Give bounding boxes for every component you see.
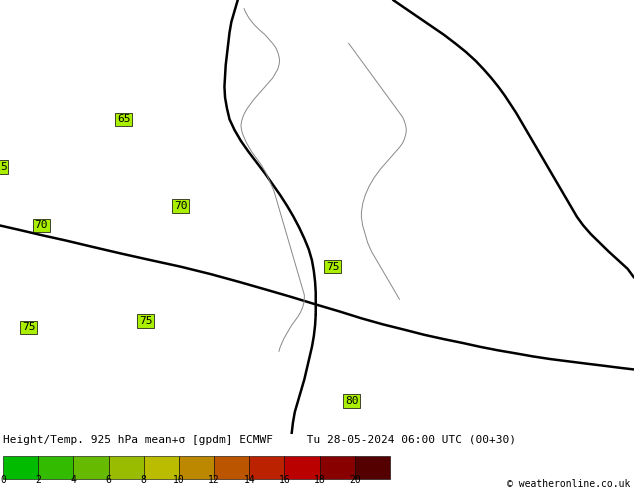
FancyBboxPatch shape	[355, 456, 390, 479]
Text: 70: 70	[174, 201, 188, 211]
Text: 10: 10	[173, 475, 185, 486]
Text: Height/Temp. 925 hPa mean+σ [gpdm] ECMWF     Tu 28-05-2024 06:00 UTC (00+30): Height/Temp. 925 hPa mean+σ [gpdm] ECMWF…	[3, 435, 516, 445]
Text: 5: 5	[0, 162, 6, 172]
FancyBboxPatch shape	[214, 456, 249, 479]
Text: 4: 4	[70, 475, 77, 486]
Text: 8: 8	[141, 475, 146, 486]
FancyBboxPatch shape	[144, 456, 179, 479]
Text: 75: 75	[139, 316, 153, 326]
Text: © weatheronline.co.uk: © weatheronline.co.uk	[507, 479, 631, 489]
Text: 70: 70	[34, 220, 48, 230]
FancyBboxPatch shape	[179, 456, 214, 479]
Text: 14: 14	[243, 475, 255, 486]
FancyBboxPatch shape	[285, 456, 320, 479]
Text: 20: 20	[349, 475, 361, 486]
FancyBboxPatch shape	[249, 456, 285, 479]
Text: 18: 18	[314, 475, 325, 486]
Text: 75: 75	[326, 262, 340, 271]
Text: 0: 0	[0, 475, 6, 486]
Text: 16: 16	[278, 475, 290, 486]
FancyBboxPatch shape	[3, 456, 38, 479]
Text: 12: 12	[208, 475, 220, 486]
Text: 6: 6	[106, 475, 112, 486]
FancyBboxPatch shape	[74, 456, 108, 479]
FancyBboxPatch shape	[38, 456, 74, 479]
Text: 2: 2	[36, 475, 41, 486]
Text: 65: 65	[117, 114, 131, 124]
FancyBboxPatch shape	[320, 456, 355, 479]
FancyBboxPatch shape	[108, 456, 144, 479]
Text: 75: 75	[22, 322, 36, 332]
Text: 80: 80	[345, 396, 359, 406]
